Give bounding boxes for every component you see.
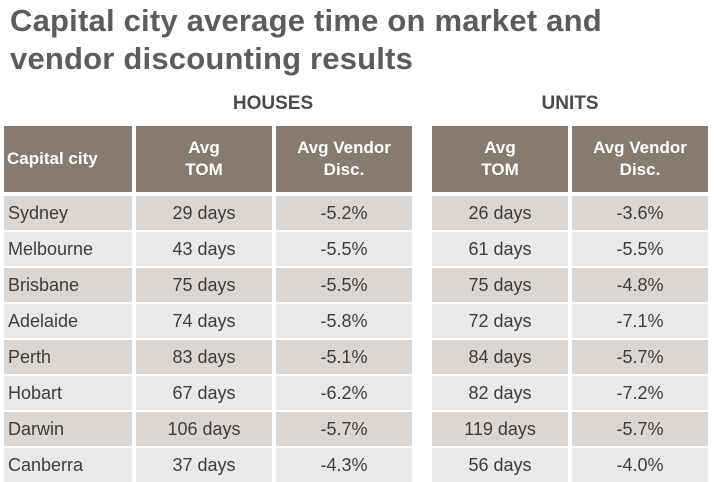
units-tom-cell: 61 days — [432, 232, 568, 266]
table-row: 82 days -7.2% — [432, 376, 708, 410]
houses-tom-cell: 37 days — [136, 448, 272, 482]
table-row: 26 days -3.6% — [432, 196, 708, 230]
houses-tom-cell: 74 days — [136, 304, 272, 338]
houses-group-header: HOUSES — [232, 93, 314, 114]
header-disc-line-2: Disc. — [619, 160, 661, 179]
table-row: Perth 83 days -5.1% — [4, 340, 412, 374]
city-cell: Adelaide — [4, 304, 132, 338]
table-row: Hobart 67 days -6.2% — [4, 376, 412, 410]
units-group-header: UNITS — [541, 93, 599, 114]
page-title: Capital city average time on market and … — [10, 2, 602, 78]
houses-disc-cell: -6.2% — [276, 376, 412, 410]
city-cell: Canberra — [4, 448, 132, 482]
table-row: Sydney 29 days -5.2% — [4, 196, 412, 230]
header-disc-line-2: Disc. — [323, 160, 365, 179]
city-cell: Hobart — [4, 376, 132, 410]
houses-disc-cell: -5.2% — [276, 196, 412, 230]
units-disc-cell: -3.6% — [572, 196, 708, 230]
header-disc-line-1: Avg Vendor — [593, 138, 687, 157]
houses-disc-cell: -5.5% — [276, 232, 412, 266]
units-tom-cell: 119 days — [432, 412, 568, 446]
units-disc-cell: -5.7% — [572, 412, 708, 446]
title-line-2: vendor discounting results — [10, 41, 414, 76]
units-tom-cell: 72 days — [432, 304, 568, 338]
header-tom-line-2: TOM — [185, 160, 223, 179]
houses-tom-cell: 67 days — [136, 376, 272, 410]
city-cell: Melbourne — [4, 232, 132, 266]
city-cell: Brisbane — [4, 268, 132, 302]
header-houses-avg-tom: Avg TOM — [136, 126, 272, 192]
units-tom-cell: 84 days — [432, 340, 568, 374]
houses-table-body: Sydney 29 days -5.2% Melbourne 43 days -5.5% B… — [4, 196, 412, 482]
houses-tom-cell: 29 days — [136, 196, 272, 230]
houses-disc-cell: -5.5% — [276, 268, 412, 302]
table-row: Melbourne 43 days -5.5% — [4, 232, 412, 266]
header-units-avg-tom: Avg TOM — [432, 126, 568, 192]
units-tom-cell: 26 days — [432, 196, 568, 230]
houses-disc-cell: -4.3% — [276, 448, 412, 482]
units-disc-cell: -4.0% — [572, 448, 708, 482]
units-tom-cell: 82 days — [432, 376, 568, 410]
houses-header-row: Capital city Avg TOM Avg Vendor Disc. — [4, 126, 412, 192]
units-disc-cell: -5.5% — [572, 232, 708, 266]
city-cell: Perth — [4, 340, 132, 374]
city-cell: Darwin — [4, 412, 132, 446]
houses-disc-cell: -5.8% — [276, 304, 412, 338]
houses-tom-cell: 43 days — [136, 232, 272, 266]
units-table: Avg TOM Avg Vendor Disc. 26 days -3.6% 61 … — [432, 126, 708, 482]
header-capital-city: Capital city — [4, 126, 132, 192]
houses-table: Capital city Avg TOM Avg Vendor Disc. Sy… — [4, 126, 412, 482]
units-disc-cell: -7.2% — [572, 376, 708, 410]
table-row: 72 days -7.1% — [432, 304, 708, 338]
table-row: 56 days -4.0% — [432, 448, 708, 482]
city-cell: Sydney — [4, 196, 132, 230]
title-line-1: Capital city average time on market and — [10, 3, 602, 38]
table-row: 119 days -5.7% — [432, 412, 708, 446]
units-table-body: 26 days -3.6% 61 days -5.5% 75 days -4.8% 72 d… — [432, 196, 708, 482]
units-header-row: Avg TOM Avg Vendor Disc. — [432, 126, 708, 192]
houses-tom-cell: 83 days — [136, 340, 272, 374]
header-tom-line-2: TOM — [481, 160, 519, 179]
houses-disc-cell: -5.7% — [276, 412, 412, 446]
header-tom-line-1: Avg — [188, 138, 220, 157]
units-tom-cell: 75 days — [432, 268, 568, 302]
table-row: Brisbane 75 days -5.5% — [4, 268, 412, 302]
units-disc-cell: -7.1% — [572, 304, 708, 338]
houses-tom-cell: 106 days — [136, 412, 272, 446]
header-tom-line-1: Avg — [484, 138, 516, 157]
header-houses-avg-vendor-disc: Avg Vendor Disc. — [276, 126, 412, 192]
table-row: Adelaide 74 days -5.8% — [4, 304, 412, 338]
table-row: Darwin 106 days -5.7% — [4, 412, 412, 446]
units-disc-cell: -4.8% — [572, 268, 708, 302]
table-row: 61 days -5.5% — [432, 232, 708, 266]
units-tom-cell: 56 days — [432, 448, 568, 482]
header-disc-line-1: Avg Vendor — [297, 138, 391, 157]
table-row: 75 days -4.8% — [432, 268, 708, 302]
table-row: 84 days -5.7% — [432, 340, 708, 374]
units-disc-cell: -5.7% — [572, 340, 708, 374]
houses-disc-cell: -5.1% — [276, 340, 412, 374]
houses-tom-cell: 75 days — [136, 268, 272, 302]
header-units-avg-vendor-disc: Avg Vendor Disc. — [572, 126, 708, 192]
table-row: Canberra 37 days -4.3% — [4, 448, 412, 482]
